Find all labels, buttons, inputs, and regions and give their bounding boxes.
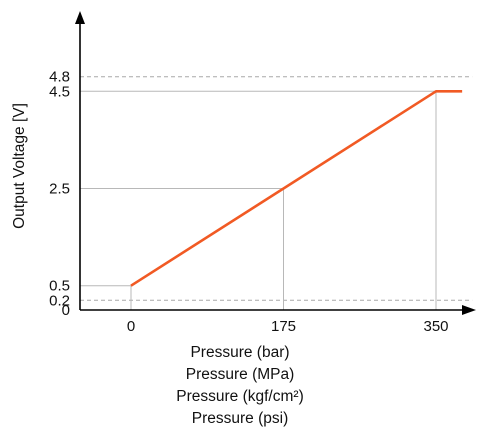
tick-labels: 00.20.52.54.54.80 175 350 (49, 69, 448, 335)
y-tick-label: 2.5 (49, 181, 70, 198)
y-tick-label: 4.8 (49, 69, 70, 86)
x-axis-arrow-icon (462, 305, 476, 315)
x-axis-label-kgf: Pressure (kgf/cm²) (176, 388, 303, 405)
y-tick-label: 4.5 (49, 83, 70, 100)
guide-lines (80, 76, 473, 310)
series-layer (130, 90, 463, 287)
x-axis-label-bar: Pressure (bar) (190, 344, 289, 361)
x-tick-label: 175 (271, 318, 296, 335)
series-line (130, 90, 463, 287)
y-tick-label: 0 (62, 302, 70, 319)
y-axis-label: Output Voltage [V] (11, 103, 28, 229)
y-axis-arrow-icon (75, 11, 85, 24)
axes (75, 11, 476, 315)
y-tick-label: 0.5 (49, 278, 70, 295)
x-tick-label: 350 (423, 318, 448, 335)
x-axis-label-psi: Pressure (psi) (192, 410, 288, 427)
x-tick-label: 0 (127, 318, 135, 335)
x-axis-label-mpa: Pressure (MPa) (186, 366, 295, 383)
y-tick-label: 0.2 (49, 292, 70, 309)
